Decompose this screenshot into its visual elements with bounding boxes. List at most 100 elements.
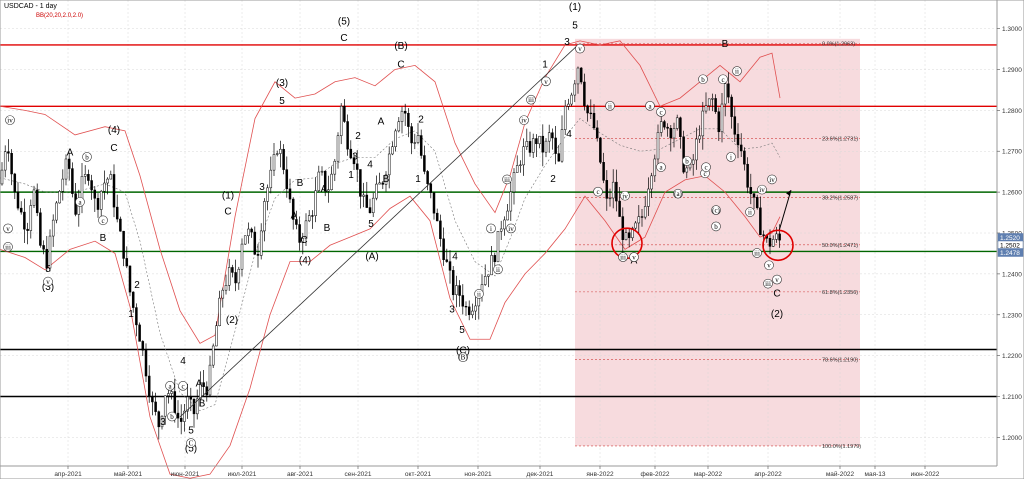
candle-body	[87, 174, 90, 181]
y-tick-label: 1.2300	[1002, 312, 1022, 319]
candle-body	[493, 255, 497, 263]
wave-circle-marker	[3, 242, 13, 252]
candle-body	[266, 187, 269, 202]
candle-body	[535, 138, 538, 145]
wave-circle-marker	[645, 101, 655, 111]
wave-label-small: a	[78, 198, 82, 206]
candle-body	[461, 295, 465, 307]
fib-label: 0.0%(1.2963)	[822, 42, 855, 48]
wave-label-small: c	[704, 164, 707, 172]
candle-body	[19, 207, 23, 213]
wave-label-small: b	[685, 158, 689, 166]
candle-body	[35, 189, 39, 214]
wave-label: A	[321, 184, 328, 195]
wave-label-small: a	[168, 382, 172, 390]
candle-body	[224, 285, 228, 291]
candle-body	[125, 258, 129, 267]
wave-label-small: v	[775, 276, 779, 284]
candle-body	[371, 197, 375, 214]
candle-body	[227, 267, 231, 286]
price-tag-label: 1.2520	[1000, 235, 1020, 242]
candle-body	[320, 170, 324, 173]
wave-label-small: b	[714, 223, 718, 231]
wave-label-small: iii	[504, 176, 510, 184]
candle-body	[99, 190, 103, 210]
wave-label: 2	[355, 131, 361, 142]
wave-label-small: c	[181, 382, 184, 390]
candlesticks	[0, 66, 781, 440]
candle-body	[570, 94, 573, 105]
wave-label: B	[383, 174, 390, 185]
x-tick-label: мар-2022	[694, 471, 723, 478]
wave-circle-marker	[5, 115, 15, 125]
wave-circle-marker	[763, 278, 773, 289]
wave-label: B	[722, 39, 729, 50]
candle-body	[672, 128, 676, 139]
candle-body	[448, 261, 452, 271]
wave-circle-marker	[698, 74, 708, 85]
wave-label: C	[300, 235, 307, 246]
candle-body	[183, 410, 186, 422]
bb-lower-line	[0, 175, 781, 479]
wave-circle-marker	[541, 76, 551, 87]
wave-label: (2)	[771, 309, 783, 320]
wave-circle-marker	[575, 43, 585, 54]
candle-body	[445, 259, 449, 262]
candle-body	[541, 135, 545, 153]
candle-body	[749, 187, 753, 194]
wave-label: A	[378, 117, 385, 128]
wave-circle-marker	[502, 174, 512, 185]
candle-body	[442, 238, 445, 260]
wave-label-small: i	[730, 153, 732, 161]
candle-body	[157, 411, 161, 428]
y-tick-label: 1.2000	[1002, 435, 1022, 442]
candle-body	[509, 191, 513, 212]
wave-label: B	[100, 233, 107, 244]
fib-label: 50.0%(1.2471)	[822, 243, 858, 249]
candle-body	[221, 289, 225, 299]
candle-body	[122, 230, 125, 259]
wave-label: 1	[415, 174, 421, 185]
candle-body	[557, 153, 561, 162]
candle-body	[333, 160, 337, 175]
candle-body	[471, 310, 474, 316]
candle-body	[707, 98, 711, 106]
wave-circle-marker	[474, 289, 484, 299]
candle-body	[381, 182, 385, 185]
wave-label: 5	[279, 96, 285, 107]
candle-body	[343, 105, 346, 122]
wave-label: C	[773, 288, 780, 299]
wave-circle-marker	[752, 248, 762, 258]
x-tick-label: июн-2022	[911, 471, 940, 478]
wave-circle-marker	[82, 152, 92, 162]
candle-body	[426, 171, 429, 184]
candle-body	[583, 81, 586, 107]
wave-label: 5	[188, 425, 194, 436]
candle-body	[547, 132, 551, 142]
wave-label-small: iii	[765, 280, 771, 288]
wave-label: 5	[459, 325, 465, 336]
wave-label: 3	[352, 151, 358, 162]
candle-body	[771, 239, 775, 247]
candle-body	[554, 137, 557, 154]
candle-body	[586, 105, 589, 114]
candle-body	[429, 183, 433, 193]
y-tick-label: 1.3000	[1002, 26, 1022, 33]
wave-circle-marker	[486, 223, 496, 234]
wave-label: 1	[348, 170, 354, 181]
wave-label-small: v	[46, 278, 50, 286]
wave-label-small: iv	[508, 225, 514, 233]
candle-body	[349, 148, 353, 158]
y-tick-label: 1.2600	[1002, 190, 1022, 197]
candle-body	[730, 96, 733, 117]
candle-body	[723, 83, 727, 105]
candle-body	[608, 197, 612, 200]
candle-body	[307, 215, 311, 222]
fib-label: 38.2%(1.2587)	[822, 195, 858, 201]
candle-body	[42, 245, 45, 250]
wave-circle-marker	[493, 264, 503, 275]
candle-body	[301, 238, 305, 243]
candle-body	[506, 210, 509, 221]
candle-body	[695, 138, 698, 161]
